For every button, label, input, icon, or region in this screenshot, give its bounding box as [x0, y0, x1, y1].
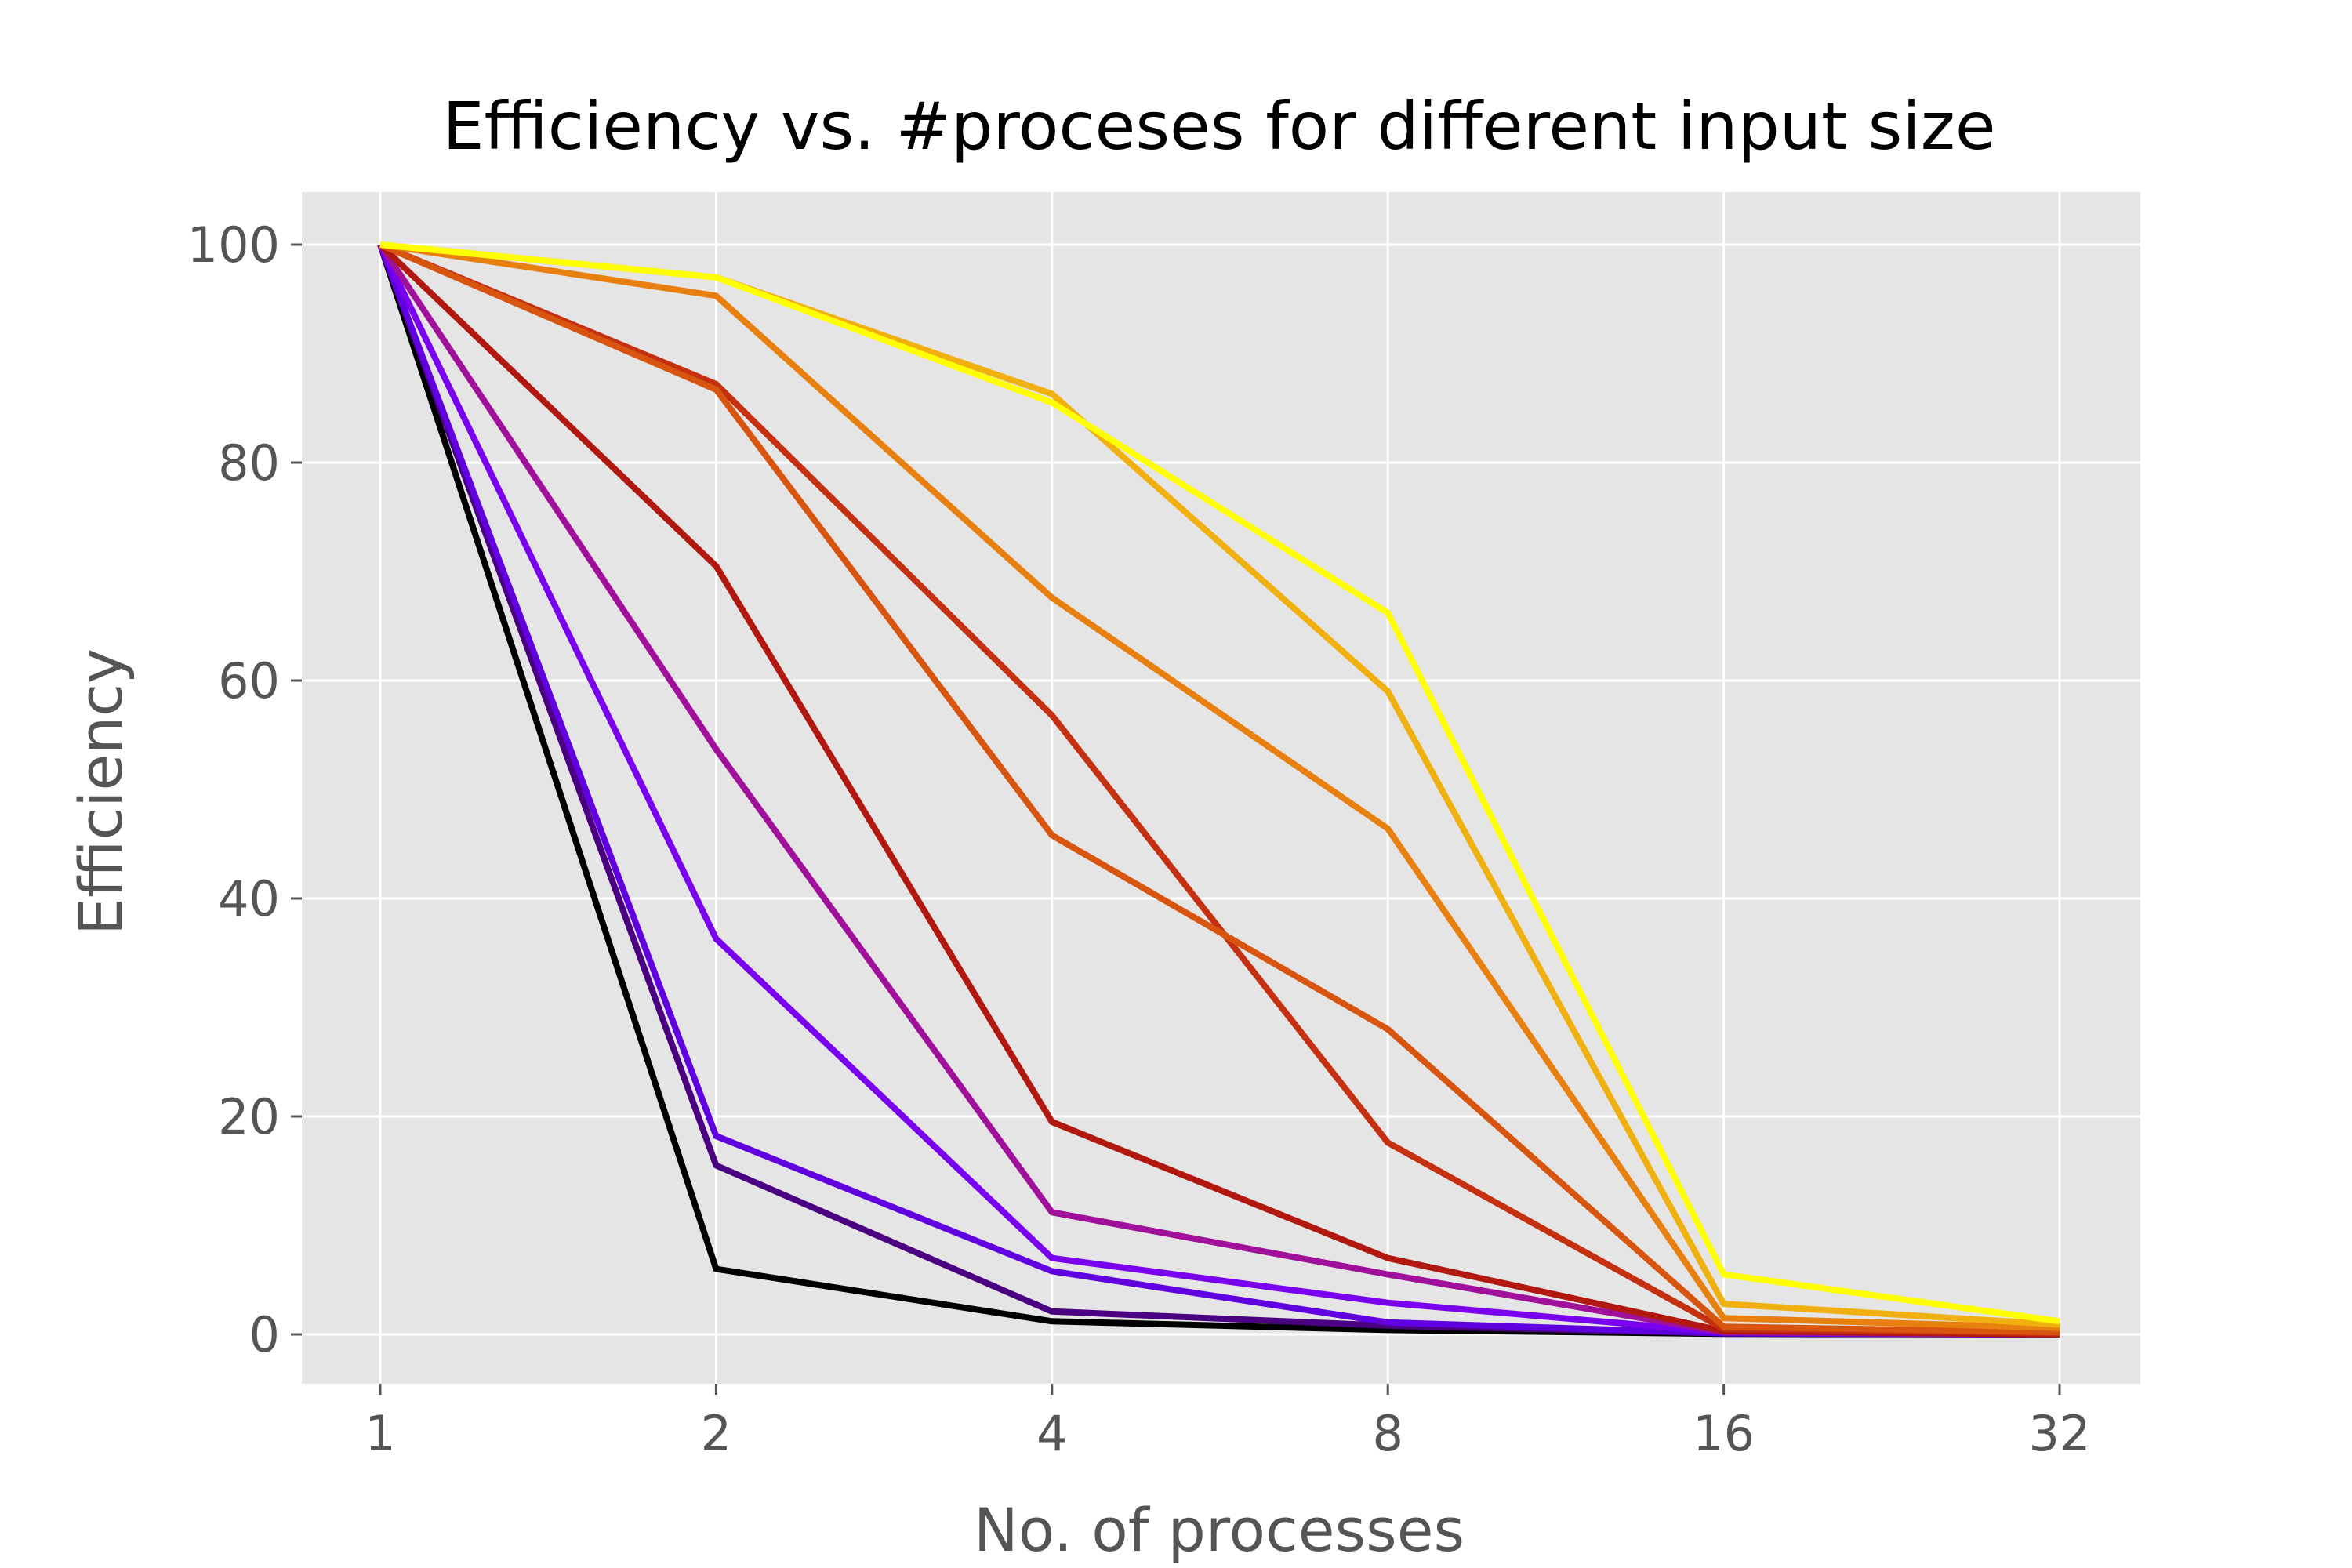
y-tick-label: 60 — [218, 652, 280, 710]
x-tick-label: 1 — [365, 1405, 395, 1462]
axis-ticks: 1 2 4 8 16 32 0 20 40 60 80 100 — [187, 216, 2091, 1462]
series-line-8 — [379, 241, 2060, 1336]
x-tick-label: 4 — [1036, 1405, 1067, 1462]
y-tick-label: 0 — [249, 1306, 280, 1363]
plot-area-background — [302, 192, 2140, 1384]
y-tick-label: 40 — [218, 870, 280, 927]
series-lines — [377, 241, 2060, 1338]
y-axis-label: Efficiency — [66, 648, 136, 935]
y-tick-label: 80 — [218, 434, 280, 492]
x-tick-label: 2 — [701, 1405, 731, 1462]
x-tick-label: 8 — [1372, 1405, 1403, 1462]
series-line-9 — [379, 241, 2060, 1331]
y-tick-label: 100 — [187, 216, 280, 274]
x-tick-label: 32 — [2029, 1405, 2091, 1462]
chart-title: Efficiency vs. #proceses for different i… — [442, 88, 1995, 165]
x-tick-label: 16 — [1693, 1405, 1755, 1462]
x-axis-label: No. of processes — [974, 1495, 1465, 1565]
series-line-11 — [379, 241, 2060, 1325]
y-tick-label: 20 — [218, 1088, 280, 1145]
